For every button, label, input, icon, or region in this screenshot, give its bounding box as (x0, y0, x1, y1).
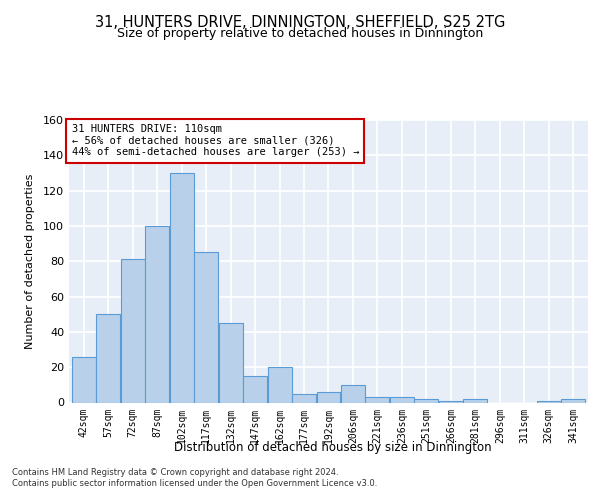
Bar (292, 394, 316, 402)
Bar (71, 356, 95, 403)
Bar (317, 392, 340, 402)
Y-axis label: Number of detached properties: Number of detached properties (25, 174, 35, 349)
Bar (145, 226, 169, 402)
Bar (365, 397, 389, 402)
Bar (537, 400, 561, 402)
Bar (218, 323, 242, 402)
Bar (268, 367, 292, 402)
Text: 31, HUNTERS DRIVE, DINNINGTON, SHEFFIELD, S25 2TG: 31, HUNTERS DRIVE, DINNINGTON, SHEFFIELD… (95, 15, 505, 30)
Bar (170, 173, 194, 402)
Text: 31 HUNTERS DRIVE: 110sqm
← 56% of detached houses are smaller (326)
44% of semi-: 31 HUNTERS DRIVE: 110sqm ← 56% of detach… (71, 124, 359, 158)
Bar (96, 314, 120, 402)
Bar (463, 399, 487, 402)
Bar (341, 385, 365, 402)
Bar (390, 397, 414, 402)
Bar (439, 400, 463, 402)
Bar (194, 252, 218, 402)
Text: Distribution of detached houses by size in Dinnington: Distribution of detached houses by size … (174, 441, 492, 454)
Bar (121, 260, 145, 402)
Bar (243, 376, 267, 402)
Bar (562, 399, 586, 402)
Bar (415, 399, 439, 402)
Text: Size of property relative to detached houses in Dinnington: Size of property relative to detached ho… (117, 28, 483, 40)
Text: Contains HM Land Registry data © Crown copyright and database right 2024.
Contai: Contains HM Land Registry data © Crown c… (12, 468, 377, 487)
